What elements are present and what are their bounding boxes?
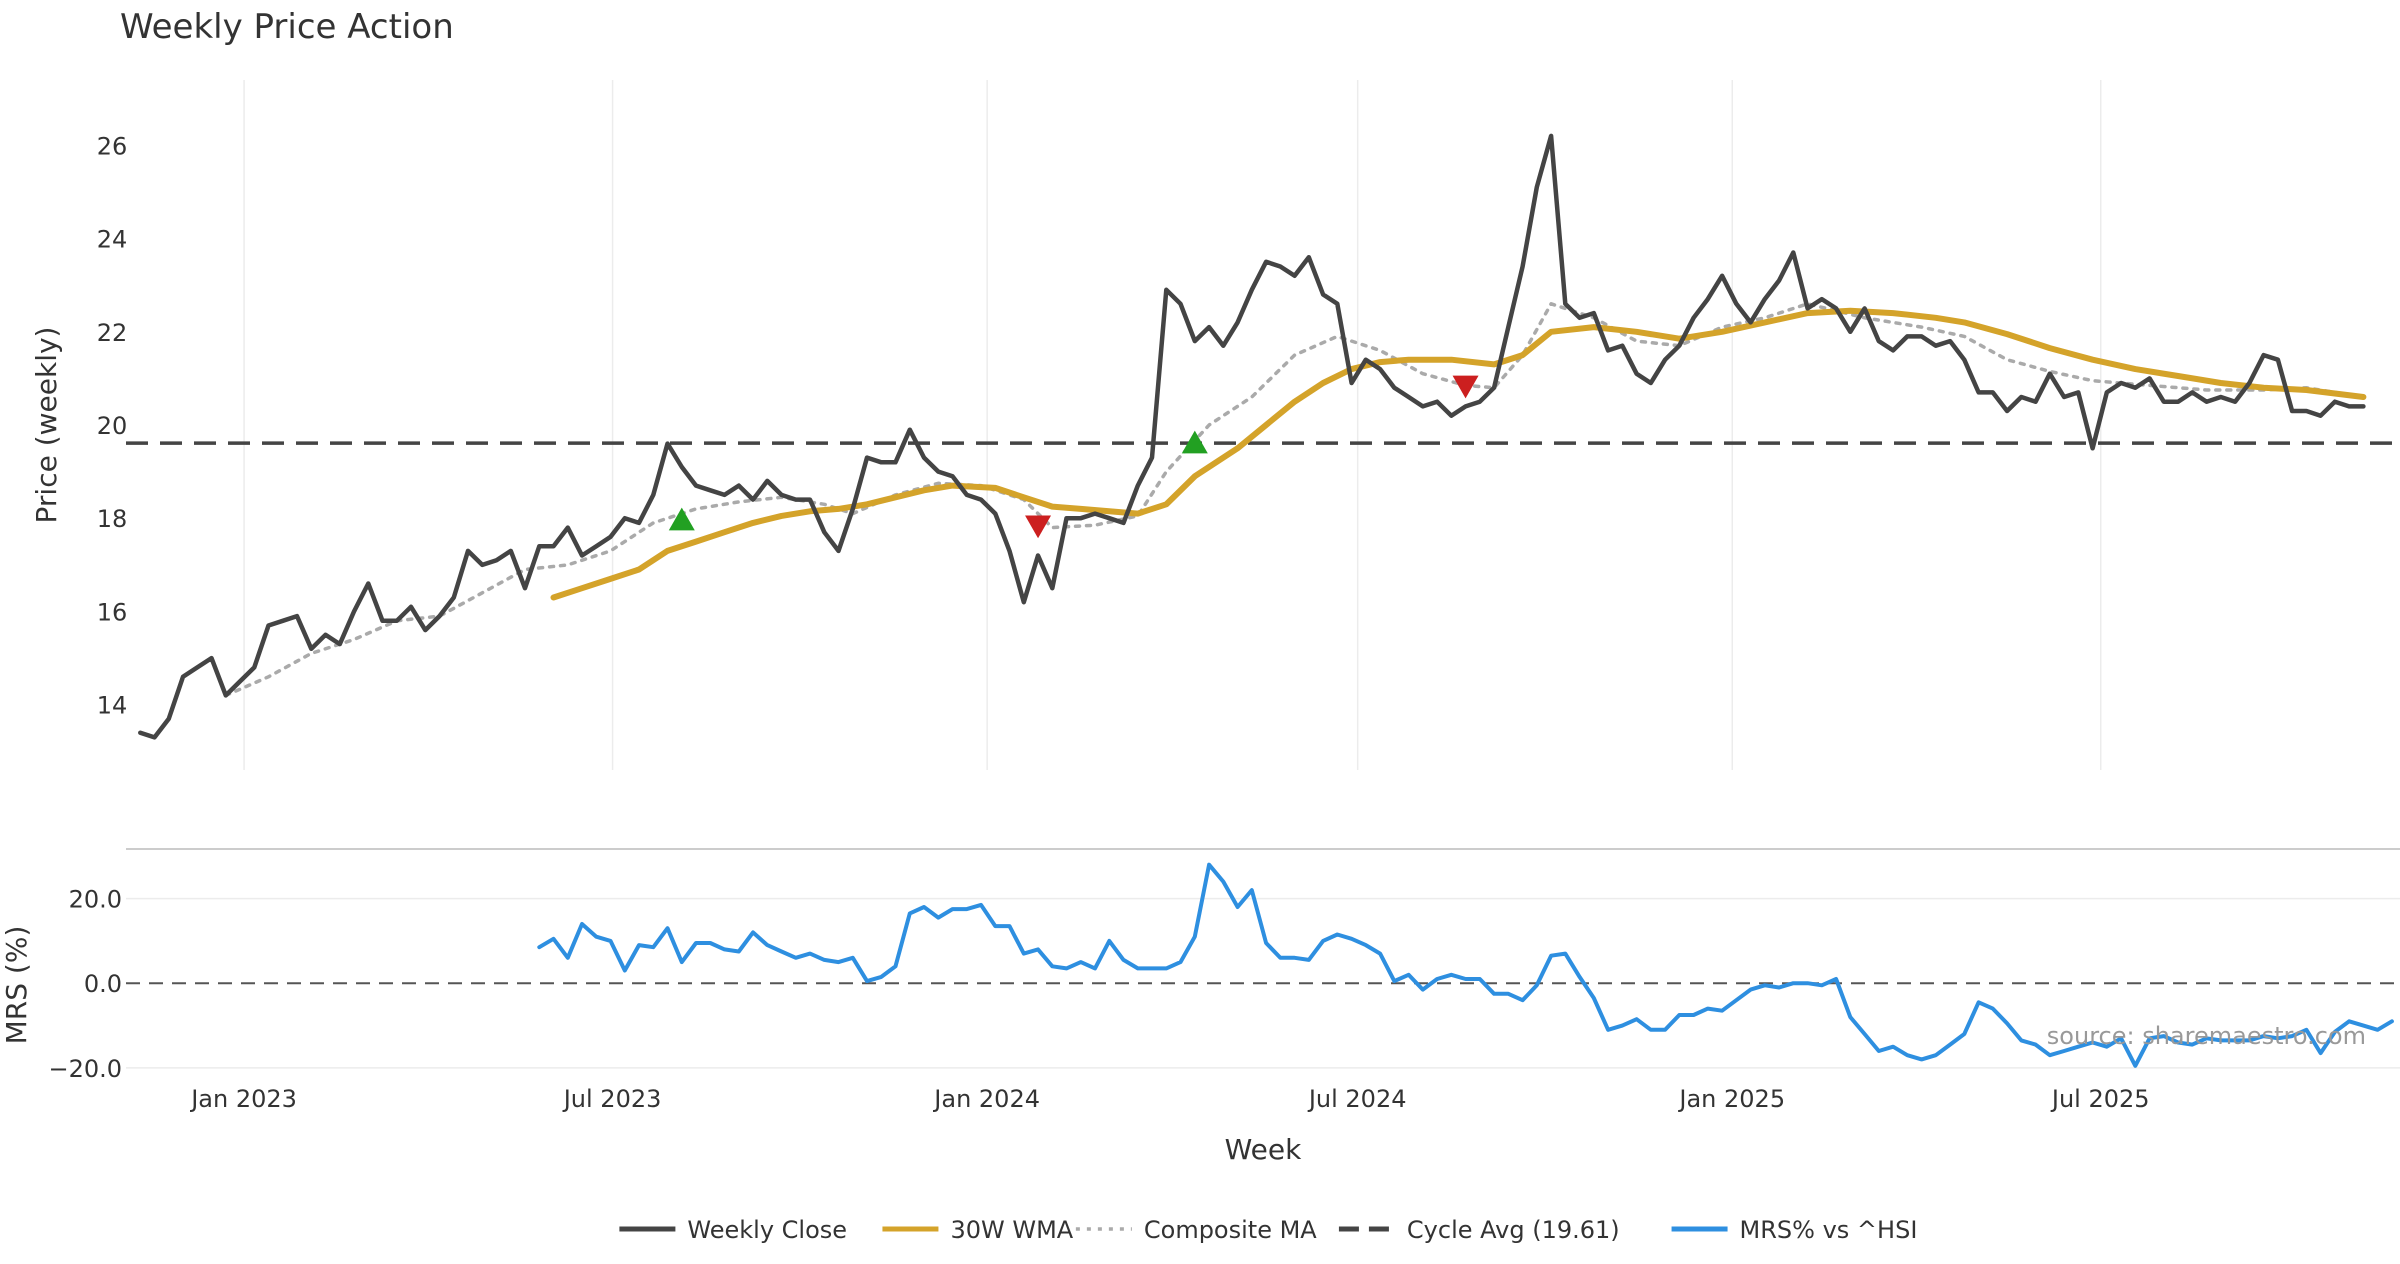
- buy-signal-marker: [1181, 430, 1208, 454]
- legend: Weekly Close 30W WMA Composite MA Cycle Avg…: [619, 1216, 1917, 1244]
- x-tick-label: Jan 2024: [932, 1085, 1040, 1113]
- x-axis-label: Week: [1225, 1133, 1302, 1166]
- mrs-series: [537, 862, 2394, 1068]
- legend-label: Composite MA: [1144, 1216, 1317, 1244]
- source-annotation: source: sharemaestro.com: [2047, 1022, 2366, 1050]
- buy-signal-marker: [668, 507, 695, 531]
- mrs-y-tick-label: 20.0: [69, 886, 122, 914]
- x-tick-label: Jul 2023: [562, 1085, 662, 1113]
- mrs-line: [537, 862, 2394, 1068]
- sell-signal-marker: [1452, 375, 1479, 399]
- price-series: [138, 133, 2367, 740]
- 30w-wma-line: [550, 307, 2367, 601]
- chart-title: Weekly Price Action: [120, 7, 454, 47]
- mrs-panel-gridlines: [126, 897, 2400, 1069]
- x-ticks: Jan 2023 Jul 2023 Jan 2024 Jul 2024 Jan 2025…: [189, 1085, 2149, 1113]
- price-y-tick-label: 20: [97, 412, 128, 440]
- x-tick-label: Jan 2023: [189, 1085, 297, 1113]
- price-y-tick-label: 26: [97, 132, 128, 160]
- mrs-y-tick-label: 0.0: [84, 970, 122, 998]
- legend-label: MRS% vs ^HSI: [1740, 1216, 1918, 1244]
- price-panel-gridlines: [243, 80, 2102, 770]
- legend-label: Cycle Avg (19.61): [1407, 1216, 1620, 1244]
- price-y-axis-label: Price (weekly): [30, 327, 63, 524]
- mrs-y-ticks: −20.0 0.0 20.0: [48, 886, 122, 1083]
- price-y-tick-label: 24: [97, 226, 128, 254]
- x-tick-label: Jul 2025: [2050, 1085, 2150, 1113]
- price-y-tick-label: 16: [97, 598, 128, 626]
- x-tick-label: Jan 2025: [1677, 1085, 1785, 1113]
- weekly-close-line: [138, 133, 2366, 740]
- sell-signal-marker: [1025, 515, 1052, 539]
- price-y-tick-label: 22: [97, 319, 128, 347]
- price-y-ticks: 14 16 18 20 22 24 26: [97, 132, 128, 719]
- mrs-y-axis-label: MRS (%): [0, 926, 33, 1045]
- mrs-y-tick-label: −20.0: [48, 1055, 122, 1083]
- x-tick-label: Jul 2024: [1307, 1085, 1407, 1113]
- legend-label: 30W WMA: [950, 1216, 1073, 1244]
- price-y-tick-label: 14: [97, 692, 128, 720]
- composite-ma-line: [224, 302, 2366, 698]
- price-y-tick-label: 18: [97, 505, 128, 533]
- signal-markers: [668, 375, 1479, 539]
- legend-label: Weekly Close: [687, 1216, 847, 1244]
